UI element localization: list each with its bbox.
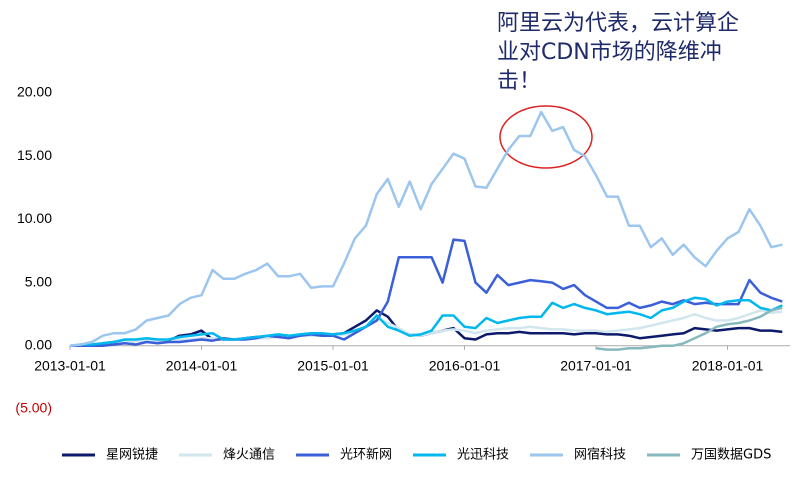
x-tick-label: 2014-01-01	[166, 358, 238, 374]
annotation: 阿里云为代表，云计算企	[497, 11, 739, 36]
y-tick-label: 20.00	[17, 84, 52, 100]
series-line	[70, 309, 783, 348]
x-tick-label: 2013-01-01	[34, 358, 106, 374]
legend-label: 网宿科技	[574, 447, 626, 463]
series-line	[595, 306, 783, 351]
x-tick-label: 2017-01-01	[560, 358, 632, 374]
y-tick-label: 15.00	[17, 147, 52, 163]
legend-label: 光环新网	[340, 447, 392, 463]
series-line	[69, 296, 783, 348]
legend-label: 万国数据GDS	[691, 448, 771, 463]
series-line	[69, 110, 783, 348]
legend-label: 光迅科技	[457, 448, 509, 463]
y-tick-label: (5.00)	[15, 400, 52, 416]
series-line	[70, 238, 783, 348]
legend-label: 烽火通信	[223, 448, 275, 463]
x-tick-label: 2016-01-01	[429, 358, 501, 374]
y-tick-label: 5.00	[25, 273, 52, 289]
y-tick-label: 10.00	[17, 210, 52, 226]
legend-label: 星网锐捷	[106, 448, 158, 463]
annotation: 业对CDN市场的降维冲	[497, 40, 722, 65]
highlight-circle	[499, 105, 593, 169]
y-tick-label: 0.00	[25, 337, 52, 353]
annotation: 击！	[497, 69, 541, 94]
x-tick-label: 2015-01-01	[297, 358, 369, 374]
x-tick-label: 2018-01-01	[692, 358, 764, 374]
